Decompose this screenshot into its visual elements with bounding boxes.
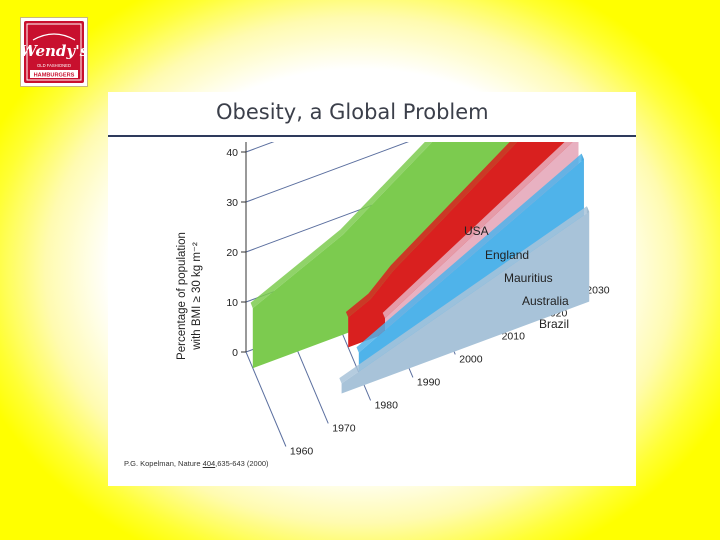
y-tick-label-10: 10 bbox=[226, 297, 238, 309]
y-tick-label-40: 40 bbox=[226, 147, 238, 159]
band-top-england bbox=[345, 142, 518, 318]
band-top-usa bbox=[250, 142, 433, 309]
citation: P.G. Kopelman, Nature 404,635-643 (2000) bbox=[124, 459, 269, 468]
series-label-australia: Australia bbox=[522, 294, 569, 308]
x-tick-label-1980: 1980 bbox=[375, 399, 399, 411]
band-brazil bbox=[339, 206, 590, 394]
logo-tagline: OLD FASHIONED bbox=[37, 63, 71, 68]
slide-title: Obesity, a Global Problem bbox=[216, 100, 489, 124]
series-label-england: England bbox=[485, 248, 529, 262]
x-tick-label-1970: 1970 bbox=[332, 422, 356, 434]
title-rule bbox=[108, 135, 636, 137]
x-tick-label-1960: 1960 bbox=[290, 446, 314, 458]
chart-axes: 0102030405019601970198019902000201020202… bbox=[226, 142, 610, 458]
x-tick-label-2030: 2030 bbox=[586, 284, 610, 296]
y-tick-label-30: 30 bbox=[226, 197, 238, 209]
y-axis-label-line2: with BMI ≥ 30 kg m⁻² bbox=[191, 242, 203, 351]
series-label-mauritius: Mauritius bbox=[504, 271, 553, 285]
slide-content: Obesity, a Global Problem 01020304050196… bbox=[108, 92, 636, 486]
chart-labels: USA England Mauritius Australia Brazil bbox=[464, 224, 569, 331]
logo-subtext: HAMBURGERS bbox=[34, 73, 75, 79]
chart-bands bbox=[250, 142, 590, 394]
band-top-australia bbox=[356, 153, 584, 353]
wendys-logo: Wendy's OLD FASHIONED HAMBURGERS bbox=[20, 17, 88, 87]
x-tick-label-1990: 1990 bbox=[417, 376, 441, 388]
y-tick-label-20: 20 bbox=[226, 247, 238, 259]
citation-suffix: ,635-643 (2000) bbox=[215, 459, 269, 468]
logo-brand-text: Wendy's bbox=[21, 42, 87, 60]
citation-volume: 404 bbox=[202, 459, 216, 468]
x-tick-label-2010: 2010 bbox=[502, 330, 526, 342]
series-label-usa: USA bbox=[464, 224, 489, 238]
series-label-brazil: Brazil bbox=[539, 317, 569, 331]
grid-line-30 bbox=[245, 142, 409, 203]
x-tick-label-2000: 2000 bbox=[459, 353, 483, 365]
band-face-australia bbox=[358, 159, 584, 373]
floor-line-1960 bbox=[245, 351, 287, 447]
y-tick-label-0: 0 bbox=[232, 347, 238, 359]
citation-prefix: P.G. Kopelman, Nature bbox=[124, 459, 203, 468]
y-axis-label-line1: Percentage of population bbox=[176, 232, 188, 360]
band-top-brazil bbox=[339, 206, 590, 384]
band-top-mauritius bbox=[382, 142, 573, 319]
band-face-brazil bbox=[341, 211, 590, 394]
obesity-chart: 0102030405019601970198019902000201020202… bbox=[176, 142, 610, 458]
